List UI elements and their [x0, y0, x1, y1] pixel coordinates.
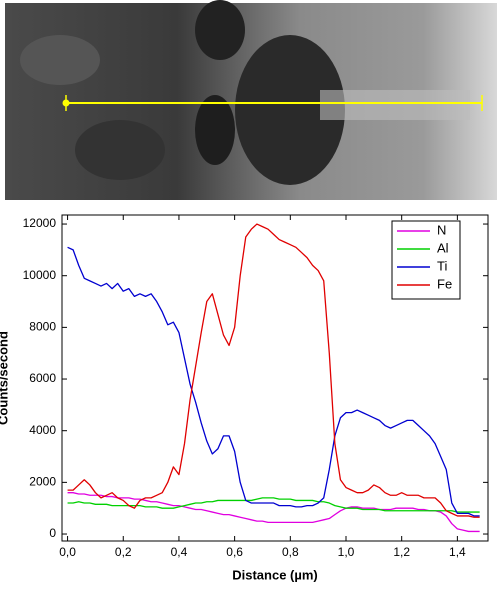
y-tick-label: 6000 — [29, 371, 56, 385]
series-line — [67, 223, 480, 518]
streak — [320, 90, 470, 120]
x-tick-label: 0,6 — [226, 545, 243, 559]
y-tick-label: 12000 — [23, 216, 57, 230]
x-tick-label: 0,4 — [171, 545, 188, 559]
y-tick-label: 2000 — [29, 475, 56, 489]
grain — [20, 35, 100, 85]
legend-label: N — [437, 222, 446, 237]
x-tick-label: 1,2 — [393, 545, 410, 559]
legend-label: Al — [437, 240, 449, 255]
series-line — [67, 246, 480, 517]
legend: N Al Ti Fe — [391, 220, 461, 300]
legend-label: Ti — [437, 258, 447, 273]
scan-start — [62, 99, 70, 107]
x-tick-label: 0,0 — [59, 545, 76, 559]
x-tick-label: 0,2 — [115, 545, 132, 559]
y-tick-label: 8000 — [29, 320, 56, 334]
grain — [195, 0, 245, 60]
x-tick-label: 0,8 — [282, 545, 299, 559]
x-axis-title: Distance (µm) — [232, 567, 318, 582]
x-tick-label: 1,4 — [449, 545, 466, 559]
grain — [75, 120, 165, 180]
plot-frame — [61, 214, 489, 542]
micrograph — [5, 0, 497, 200]
legend-label: Fe — [437, 276, 452, 291]
series-line — [67, 492, 480, 533]
grain — [195, 95, 235, 165]
y-axis-title: Counts/second — [0, 331, 10, 425]
x-tick-label: 1,0 — [338, 545, 355, 559]
legend-box — [391, 220, 461, 300]
particle — [235, 35, 345, 185]
y-tick-label: 4000 — [29, 423, 56, 437]
y-tick-label: 0 — [49, 526, 56, 540]
y-tick-label: 10000 — [23, 268, 57, 282]
